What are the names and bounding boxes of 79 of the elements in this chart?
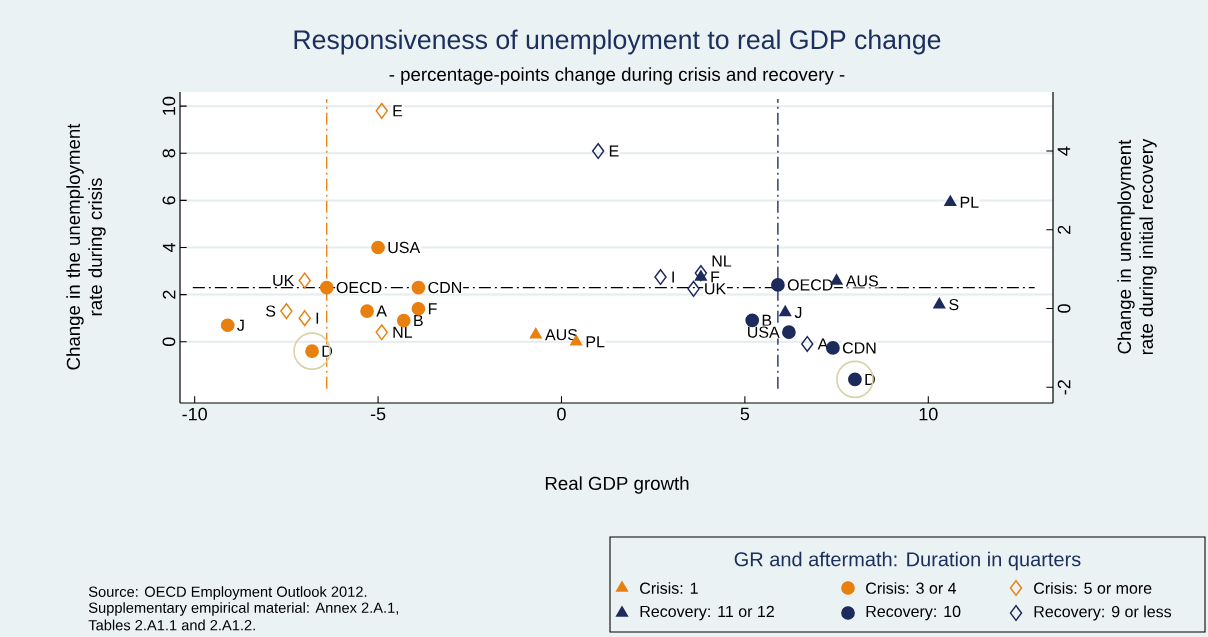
- x-axis-title: Real GDP growth: [545, 476, 689, 494]
- point: [687, 280, 700, 297]
- y2-tick-label: 4: [1057, 146, 1071, 156]
- point: [220, 318, 235, 333]
- data-label: CDN: [428, 281, 461, 294]
- chart-title: Responsiveness of unemployment to real GDP change: [294, 29, 941, 55]
- point: [654, 268, 667, 286]
- legend-label: Crisis: 3 or 4: [866, 582, 957, 594]
- data-label: AUS: [845, 275, 878, 287]
- y2-tick-label: -2: [1057, 380, 1071, 395]
- point: [411, 280, 426, 295]
- point: [782, 325, 796, 340]
- x-tick-label: -10: [182, 407, 207, 421]
- data-label: CDN: [842, 342, 876, 354]
- legend-title: GR and aftermath: Duration in quarters: [734, 551, 1081, 571]
- point: [298, 272, 311, 289]
- data-label: USA: [388, 241, 421, 254]
- text: Tables 2.A1.1 and 2.A1.2.: [88, 619, 255, 631]
- data-label: OECD: [336, 281, 382, 294]
- data-label: PL: [960, 196, 979, 208]
- data-label: S: [949, 298, 959, 311]
- point: [375, 324, 388, 341]
- y2-tick-label: 0: [1057, 304, 1071, 313]
- legend-label: Recovery: 11 or 12: [640, 605, 774, 621]
- x-tick-label: 5: [740, 407, 750, 421]
- point: [694, 265, 708, 282]
- x-tick-label: 0: [557, 407, 566, 421]
- y-axis-title: Change in the unemployment rate during crisis: [66, 123, 106, 370]
- point: [933, 297, 946, 309]
- text: Supplementary empirical material: Annex 2.A.1,: [88, 602, 399, 616]
- data-label: E: [393, 105, 403, 117]
- data-label: UK: [273, 274, 295, 287]
- point: [371, 240, 385, 255]
- point: [826, 341, 840, 355]
- source-note: Source: OECD Employment Outlook 2012.: [88, 586, 367, 600]
- y-tick-label: 4: [162, 243, 176, 253]
- data-label: I: [672, 271, 674, 283]
- y2-axis-title: Change in unemployment rate during initial recovery: [1117, 138, 1157, 355]
- y-tick-label: 2: [162, 290, 176, 299]
- x-tick-label: 10: [919, 407, 938, 421]
- point: [319, 280, 334, 295]
- point: [944, 195, 957, 207]
- y-tick-label: 10: [162, 96, 176, 115]
- point: [801, 335, 814, 353]
- y-tick-label: 8: [162, 149, 176, 158]
- data-label: J: [237, 319, 244, 331]
- y2-tick-label: 2: [1057, 225, 1071, 234]
- data-label: I: [316, 312, 319, 324]
- point: [779, 305, 792, 317]
- point: [529, 327, 542, 339]
- point: [375, 102, 388, 119]
- data-label: A: [376, 305, 387, 317]
- data-label: B: [762, 314, 772, 326]
- legend-label: Recovery: 10: [866, 605, 961, 621]
- data-label: PL: [586, 336, 605, 348]
- point: [771, 278, 785, 292]
- point: [360, 304, 374, 318]
- point: [280, 303, 293, 320]
- data-label: OECD: [787, 279, 833, 291]
- data-label: B: [414, 315, 423, 327]
- legend-label: Crisis: 1: [640, 582, 698, 594]
- data-label: E: [609, 145, 619, 157]
- data-label: F: [428, 303, 437, 315]
- point: [411, 301, 426, 316]
- data-label: NL: [393, 326, 413, 338]
- y-tick-label: 6: [162, 196, 176, 205]
- legend-label: Crisis: 5 or more: [1034, 582, 1152, 594]
- data-label: S: [266, 305, 276, 317]
- y-tick-label: 0: [162, 337, 176, 347]
- data-label: J: [794, 306, 802, 319]
- legend-label: Recovery: 9 or less: [1034, 605, 1172, 621]
- point: [591, 142, 605, 160]
- chart-subtitle: - percentage-points change during crisis and recovery -: [389, 67, 845, 85]
- point: [298, 310, 311, 327]
- data-label: NL: [712, 255, 732, 267]
- data-label: UK: [705, 283, 726, 295]
- data-label: USA: [748, 326, 780, 338]
- x-tick-label: -5: [370, 407, 386, 421]
- data-label: F: [711, 271, 720, 283]
